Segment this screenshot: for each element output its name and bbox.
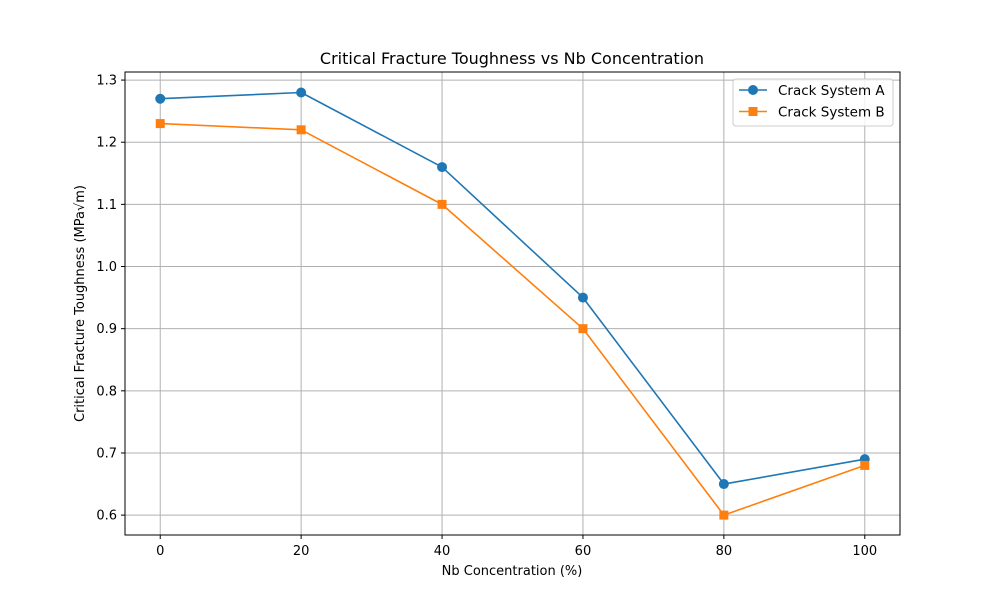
series-a-point — [437, 162, 448, 173]
series-b-point — [155, 119, 165, 129]
y-tick-label: 1.3 — [96, 74, 117, 89]
legend-entry-a: Crack System A — [739, 83, 885, 99]
x-tick-label: 100 — [852, 544, 877, 559]
y-tick-label: 0.9 — [96, 322, 117, 337]
series-b-line — [160, 122, 866, 516]
x-axis-label: Nb Concentration (%) — [442, 564, 583, 579]
series-b-point — [296, 125, 306, 135]
x-tick-label: 20 — [293, 544, 310, 559]
data-series — [155, 87, 870, 520]
y-tick-label: 1.0 — [96, 260, 117, 275]
y-tick-label: 1.1 — [96, 198, 117, 213]
series-b-point — [437, 199, 447, 209]
series-a — [155, 87, 870, 490]
y-tick-label: 0.8 — [96, 384, 117, 399]
plot-frame — [124, 71, 901, 536]
legend-label: Crack System B — [778, 105, 885, 121]
series-b-point — [860, 460, 870, 470]
series-a-point — [718, 479, 729, 490]
chart-title: Critical Fracture Toughness vs Nb Concen… — [320, 49, 704, 68]
x-tick-label: 80 — [716, 544, 733, 559]
series-a-point — [577, 292, 588, 303]
y-tick-label: 0.6 — [96, 509, 117, 524]
legend-marker-swatch — [748, 107, 758, 116]
series-a-point — [296, 87, 307, 98]
series-b — [155, 119, 870, 520]
legend: Crack System A Crack System B — [732, 78, 894, 127]
legend-box — [732, 78, 894, 127]
legend-marker-swatch — [748, 85, 758, 95]
axis-ticks: 0 20 40 60 80 100 0.6 0.7 0.8 0.9 1.0 1.1 1.2 1.3 — [96, 74, 877, 559]
legend-entry-b: Crack System B — [739, 105, 885, 121]
y-axis-label: Critical Fracture Toughness (MPa√m) — [73, 185, 88, 422]
x-tick-label: 0 — [156, 544, 164, 559]
series-a-line — [160, 91, 865, 485]
series-b-point — [578, 324, 588, 334]
x-tick-label: 60 — [575, 544, 592, 559]
x-tick-label: 40 — [434, 544, 451, 559]
legend-entries: Crack System A Crack System B — [739, 83, 885, 121]
y-tick-label: 0.7 — [96, 446, 117, 461]
series-b-point — [719, 510, 729, 520]
series-a-point — [155, 93, 166, 104]
y-tick-label: 1.2 — [96, 136, 117, 151]
legend-label: Crack System A — [778, 83, 885, 99]
